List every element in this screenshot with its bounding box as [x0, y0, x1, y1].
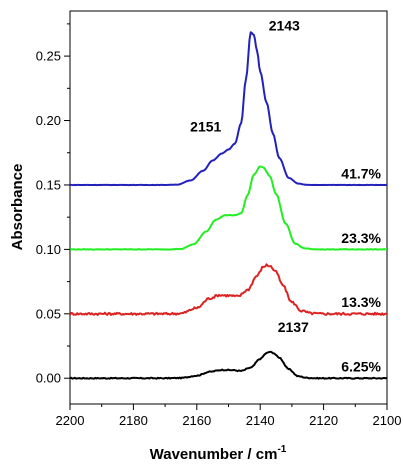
x-tick-label: 2120: [309, 413, 338, 428]
series-label: 6.25%: [341, 359, 381, 375]
series-label: 13.3%: [341, 294, 381, 310]
y-tick-label: 0.25: [36, 49, 61, 64]
y-tick-label: 0.00: [36, 371, 61, 386]
peak-annotation: 2151: [190, 119, 221, 135]
x-tick-label: 2200: [56, 413, 85, 428]
peak-annotation: 2137: [278, 319, 309, 335]
peak-annotation: 2143: [269, 17, 300, 33]
labels-layer: 6.25% 13.3% 23.3% 41.7% 2143 2151 2137: [190, 17, 381, 374]
series-label: 41.7%: [341, 165, 381, 181]
x-tick-label: 2100: [373, 413, 402, 428]
series-label: 23.3%: [341, 230, 381, 246]
series-line: [69, 165, 388, 251]
plot-frame: [69, 10, 388, 405]
y-tick-label: 0.10: [36, 242, 61, 257]
series-line: [69, 350, 388, 380]
x-tick-label: 2160: [182, 413, 211, 428]
series-layer: [69, 31, 388, 380]
y-tick-label: 0.20: [36, 113, 61, 128]
x-tick-label: 2180: [119, 413, 148, 428]
y-axis-title: Absorbance: [9, 164, 26, 251]
y-tick-label: 0.05: [36, 306, 61, 321]
series-line: [69, 263, 388, 316]
series-line: [69, 31, 388, 187]
x-tick-label: 2140: [246, 413, 275, 428]
y-tick-label: 0.15: [36, 177, 61, 192]
x-axis-title: Wavenumber / cm-1: [150, 444, 287, 463]
ticks: 2200 2180 2160 2140 2120 2100 0.00 0.05 0.10 0.15…: [36, 23, 402, 428]
